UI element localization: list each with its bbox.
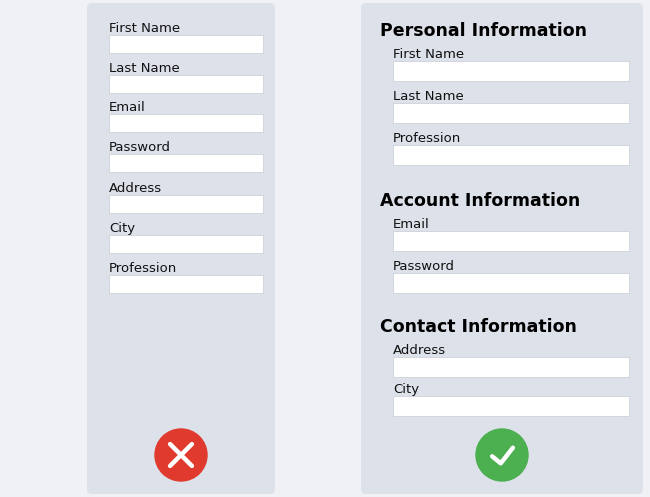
Bar <box>109 195 263 213</box>
Text: Address: Address <box>109 182 162 195</box>
Text: Personal Information: Personal Information <box>380 22 587 40</box>
Bar <box>109 275 263 293</box>
Text: Address: Address <box>393 344 446 357</box>
Bar <box>393 145 629 165</box>
Text: Account Information: Account Information <box>380 192 580 210</box>
Bar <box>393 273 629 293</box>
Circle shape <box>476 429 528 481</box>
Text: Password: Password <box>393 260 455 273</box>
Text: Profession: Profession <box>109 262 177 275</box>
FancyBboxPatch shape <box>361 3 643 494</box>
Bar <box>109 235 263 253</box>
Bar <box>393 61 629 81</box>
Bar <box>393 231 629 251</box>
Text: Last Name: Last Name <box>393 90 463 103</box>
Bar <box>109 114 263 132</box>
Bar <box>109 35 263 53</box>
FancyBboxPatch shape <box>87 3 275 494</box>
Bar <box>109 75 263 93</box>
Circle shape <box>155 429 207 481</box>
Bar <box>393 396 629 416</box>
Text: Password: Password <box>109 141 171 154</box>
Text: Profession: Profession <box>393 132 462 145</box>
Text: First Name: First Name <box>393 48 464 61</box>
Text: Last Name: Last Name <box>109 62 180 75</box>
Text: Email: Email <box>393 218 430 231</box>
Bar <box>393 103 629 123</box>
Text: City: City <box>393 383 419 396</box>
Text: City: City <box>109 222 135 235</box>
Text: Email: Email <box>109 101 146 114</box>
Bar <box>109 154 263 172</box>
Bar <box>393 357 629 377</box>
Text: First Name: First Name <box>109 22 180 35</box>
Text: Contact Information: Contact Information <box>380 318 577 336</box>
